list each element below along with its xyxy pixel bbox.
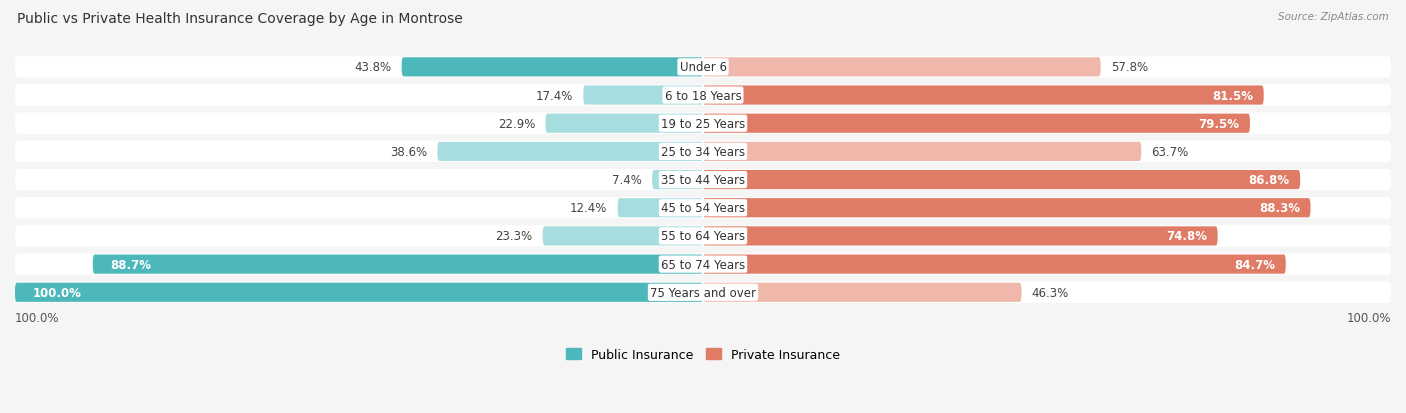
- Text: 25 to 34 Years: 25 to 34 Years: [661, 145, 745, 159]
- FancyBboxPatch shape: [703, 171, 1301, 190]
- Text: 35 to 44 Years: 35 to 44 Years: [661, 173, 745, 187]
- FancyBboxPatch shape: [15, 85, 1391, 107]
- FancyBboxPatch shape: [15, 57, 1391, 78]
- Text: 19 to 25 Years: 19 to 25 Years: [661, 117, 745, 131]
- FancyBboxPatch shape: [543, 227, 703, 246]
- FancyBboxPatch shape: [703, 255, 1285, 274]
- FancyBboxPatch shape: [703, 283, 1022, 302]
- FancyBboxPatch shape: [703, 86, 1264, 105]
- Text: 88.7%: 88.7%: [110, 258, 150, 271]
- Text: 84.7%: 84.7%: [1234, 258, 1275, 271]
- FancyBboxPatch shape: [15, 113, 1391, 135]
- Text: 55 to 64 Years: 55 to 64 Years: [661, 230, 745, 243]
- FancyBboxPatch shape: [617, 199, 703, 218]
- Text: 81.5%: 81.5%: [1212, 89, 1253, 102]
- Text: 75 Years and over: 75 Years and over: [650, 286, 756, 299]
- Text: 79.5%: 79.5%: [1199, 117, 1240, 131]
- FancyBboxPatch shape: [652, 171, 703, 190]
- Text: 17.4%: 17.4%: [536, 89, 574, 102]
- FancyBboxPatch shape: [437, 142, 703, 161]
- Text: 100.0%: 100.0%: [15, 312, 59, 325]
- FancyBboxPatch shape: [15, 225, 1391, 247]
- FancyBboxPatch shape: [93, 255, 703, 274]
- Text: 65 to 74 Years: 65 to 74 Years: [661, 258, 745, 271]
- Text: 88.3%: 88.3%: [1260, 202, 1301, 215]
- FancyBboxPatch shape: [15, 141, 1391, 163]
- Text: 6 to 18 Years: 6 to 18 Years: [665, 89, 741, 102]
- Text: 100.0%: 100.0%: [1347, 312, 1391, 325]
- Text: 45 to 54 Years: 45 to 54 Years: [661, 202, 745, 215]
- Text: 57.8%: 57.8%: [1111, 61, 1149, 74]
- Text: 43.8%: 43.8%: [354, 61, 391, 74]
- FancyBboxPatch shape: [703, 142, 1142, 161]
- FancyBboxPatch shape: [15, 282, 1391, 303]
- Text: 23.3%: 23.3%: [495, 230, 533, 243]
- FancyBboxPatch shape: [15, 169, 1391, 191]
- Legend: Public Insurance, Private Insurance: Public Insurance, Private Insurance: [561, 343, 845, 366]
- Text: Under 6: Under 6: [679, 61, 727, 74]
- FancyBboxPatch shape: [546, 114, 703, 133]
- Text: Source: ZipAtlas.com: Source: ZipAtlas.com: [1278, 12, 1389, 22]
- FancyBboxPatch shape: [15, 197, 1391, 219]
- Text: 38.6%: 38.6%: [389, 145, 427, 159]
- Text: Public vs Private Health Insurance Coverage by Age in Montrose: Public vs Private Health Insurance Cover…: [17, 12, 463, 26]
- Text: 12.4%: 12.4%: [569, 202, 607, 215]
- Text: 22.9%: 22.9%: [498, 117, 536, 131]
- Text: 63.7%: 63.7%: [1152, 145, 1189, 159]
- Text: 86.8%: 86.8%: [1249, 173, 1289, 187]
- FancyBboxPatch shape: [402, 58, 703, 77]
- FancyBboxPatch shape: [703, 58, 1101, 77]
- Text: 100.0%: 100.0%: [32, 286, 82, 299]
- FancyBboxPatch shape: [703, 199, 1310, 218]
- FancyBboxPatch shape: [15, 283, 703, 302]
- FancyBboxPatch shape: [15, 254, 1391, 275]
- FancyBboxPatch shape: [583, 86, 703, 105]
- Text: 74.8%: 74.8%: [1167, 230, 1208, 243]
- Text: 46.3%: 46.3%: [1032, 286, 1069, 299]
- Text: 7.4%: 7.4%: [612, 173, 641, 187]
- FancyBboxPatch shape: [703, 114, 1250, 133]
- FancyBboxPatch shape: [703, 227, 1218, 246]
